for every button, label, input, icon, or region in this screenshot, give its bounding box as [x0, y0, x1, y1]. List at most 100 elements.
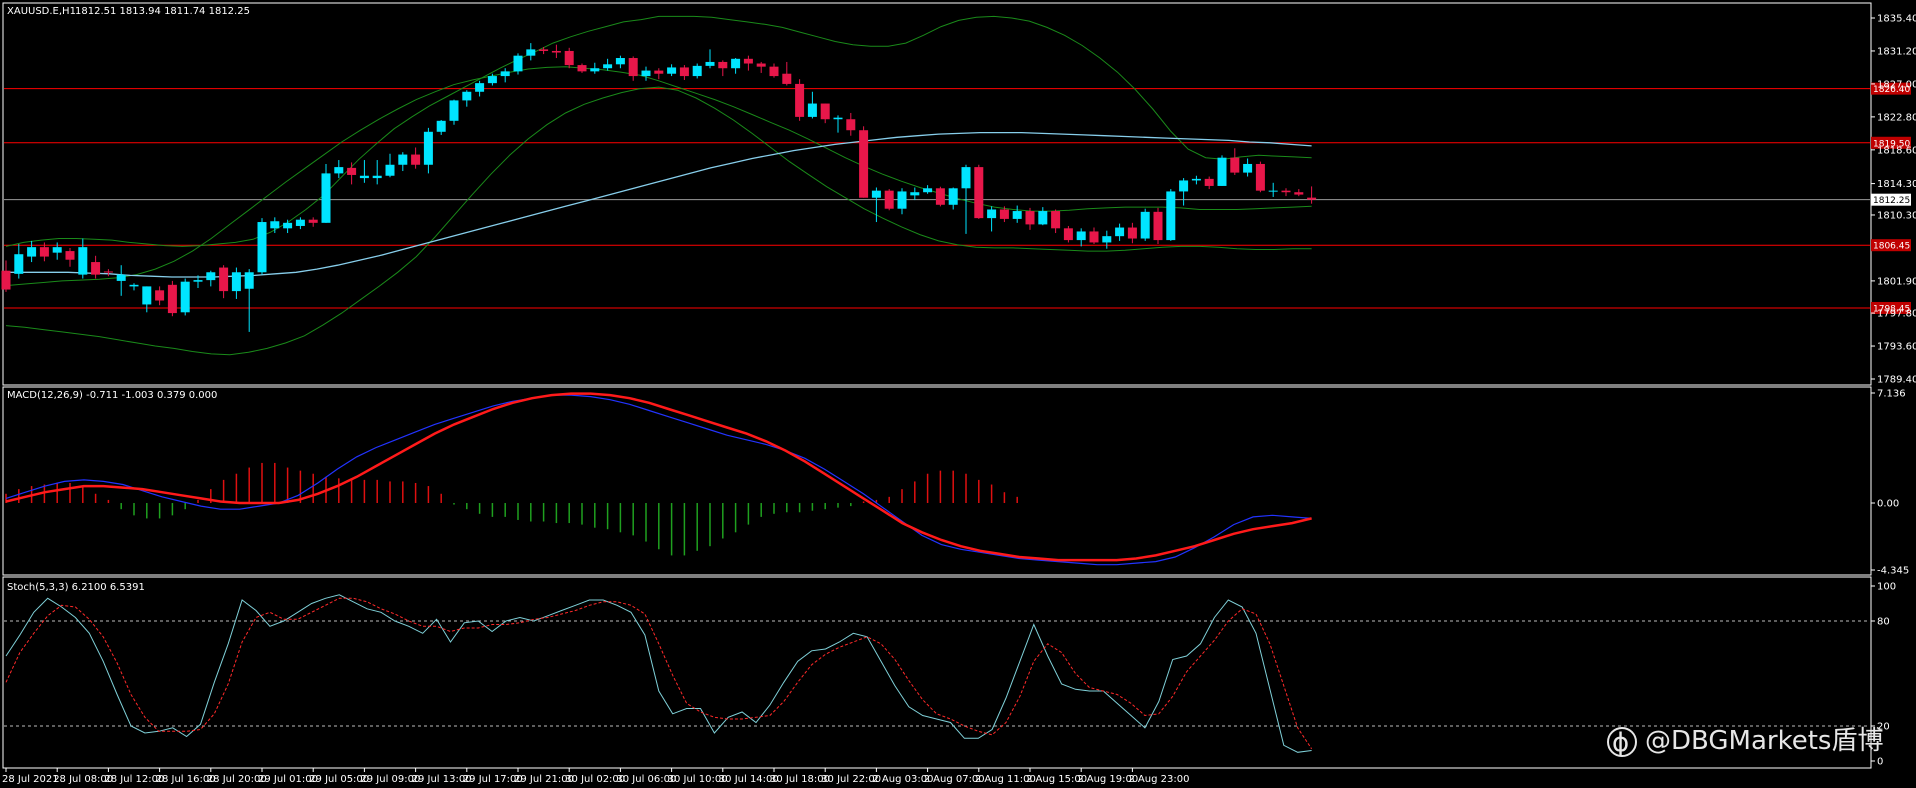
time-tick-label: 29 Jul 01:00: [258, 774, 318, 785]
macd-pane: [2, 386, 1872, 576]
price-tick-label: 1822.80: [1877, 112, 1916, 123]
watermark-logo-icon: [1607, 727, 1637, 757]
candle-body: [654, 70, 664, 74]
candle-body: [987, 209, 997, 219]
candle-body: [1153, 211, 1163, 241]
macd-indicator: [5, 392, 1312, 566]
macd-axis: 7.136 0.00 -4.345: [1871, 389, 1909, 577]
price-tick-label: 1810.30: [1877, 210, 1916, 221]
candle-body: [846, 119, 856, 131]
candle-body: [487, 76, 497, 84]
candle-body: [833, 117, 843, 120]
time-tick-label: 29 Jul 09:00: [360, 774, 420, 785]
ohlc-readout: 1812.51 1813.94 1811.74 1812.25: [75, 6, 250, 17]
price-level-tag: [1871, 136, 1911, 149]
candle-body: [1038, 211, 1048, 225]
candle-body: [231, 272, 241, 292]
candle-body: [551, 50, 561, 53]
candle-body: [897, 191, 907, 209]
candle-body: [1307, 197, 1317, 200]
candle-body: [167, 284, 177, 314]
candle-body: [27, 247, 37, 257]
price-tick-label: 1797.80: [1877, 309, 1916, 320]
time-tick-label: 28 Jul 12:00: [104, 774, 164, 785]
candle-body: [1115, 227, 1125, 237]
candles: [1, 43, 1317, 332]
time-tick-label: 30 Jul 06:00: [616, 774, 676, 785]
candle-body: [257, 222, 267, 273]
candle-body: [372, 175, 382, 179]
stochastic-tick-label: 0: [1877, 757, 1883, 768]
price-tick-label: 1827.00: [1877, 79, 1916, 90]
price-tick-label: 1818.60: [1877, 145, 1916, 156]
candle-body: [129, 284, 139, 287]
stochastic-axis: 100 80 20 0: [1871, 582, 1896, 768]
macd-tick-label: 0.00: [1877, 499, 1899, 510]
candle-body: [283, 222, 293, 229]
candle-body: [1294, 192, 1304, 195]
candle-body: [436, 120, 446, 132]
candle-body: [1127, 227, 1137, 239]
price-level-tag: [1871, 301, 1911, 314]
candle-body: [423, 131, 433, 165]
moving-average-line: [6, 131, 1312, 278]
candle-body: [116, 274, 126, 281]
stochastic-tick-label: 20: [1877, 722, 1890, 733]
candle-body: [1230, 157, 1240, 173]
stochastic-pane: [2, 576, 1872, 769]
candle-body: [705, 61, 715, 66]
candle-body: [1102, 236, 1112, 243]
bb-middle-line: [5, 66, 1312, 287]
time-tick-label: 2 Aug 07:00: [924, 774, 985, 785]
candle-body: [564, 50, 574, 66]
time-tick-label: 2 Aug 23:00: [1128, 774, 1189, 785]
candle-body: [1281, 190, 1291, 193]
candle-body: [1217, 157, 1227, 186]
candle-body: [884, 190, 894, 209]
candle-body: [923, 188, 933, 193]
stochastic-indicator: [4, 594, 1870, 753]
price-level-tag-label: 1806.45: [1873, 242, 1910, 252]
time-tick-label: 28 Jul 20:00: [207, 774, 267, 785]
time-tick-label: 29 Jul 13:00: [412, 774, 472, 785]
candle-body: [219, 267, 229, 292]
macd-label: MACD(12,26,9) -0.711 -1.003 0.379 0.000: [7, 390, 217, 401]
candle-body: [679, 67, 689, 77]
candle-body: [500, 71, 510, 77]
price-level-tag: [1871, 239, 1911, 252]
candle-body: [577, 65, 587, 72]
candle-body: [615, 58, 625, 65]
candle-body: [462, 91, 472, 101]
candle-body: [782, 73, 792, 84]
time-tick-label: 30 Jul 02:00: [565, 774, 625, 785]
macd-signal-line: [5, 392, 1312, 562]
time-tick-label: 29 Jul 05:00: [309, 774, 369, 785]
candle-body: [820, 103, 830, 120]
time-tick-label: 2 Aug 11:00: [975, 774, 1036, 785]
macd-line: [5, 394, 1312, 566]
candle-body: [39, 247, 49, 257]
watermark-text: @DBGMarkets盾博: [1645, 726, 1883, 756]
bollinger-bands: [5, 15, 1312, 356]
bb-lower-line: [5, 86, 1312, 356]
candle-body: [206, 272, 216, 281]
stochastic-main-line: [5, 594, 1312, 753]
candle-body: [1089, 231, 1099, 243]
candle-body: [603, 64, 613, 69]
candle-body: [475, 83, 485, 92]
candle-body: [398, 154, 408, 165]
stochastic-tick-label: 100: [1877, 582, 1896, 593]
price-tick-label: 1789.40: [1877, 375, 1916, 386]
candle-body: [347, 167, 357, 175]
candle-body: [91, 262, 101, 275]
candle-body: [769, 66, 779, 77]
candle-body: [948, 188, 958, 205]
time-tick-label: 30 Jul 14:00: [719, 774, 779, 785]
candle-body: [731, 58, 741, 69]
candle-body: [513, 55, 523, 72]
price-tick-label: 1801.90: [1877, 276, 1916, 287]
candle-body: [385, 164, 395, 176]
price-tick-label: 1793.60: [1877, 342, 1916, 353]
time-tick-label: 2 Aug 15:00: [1026, 774, 1087, 785]
price-axis: 1835.40 1831.20 1827.00 1822.80 1818.60 1814.…: [1871, 14, 1916, 386]
